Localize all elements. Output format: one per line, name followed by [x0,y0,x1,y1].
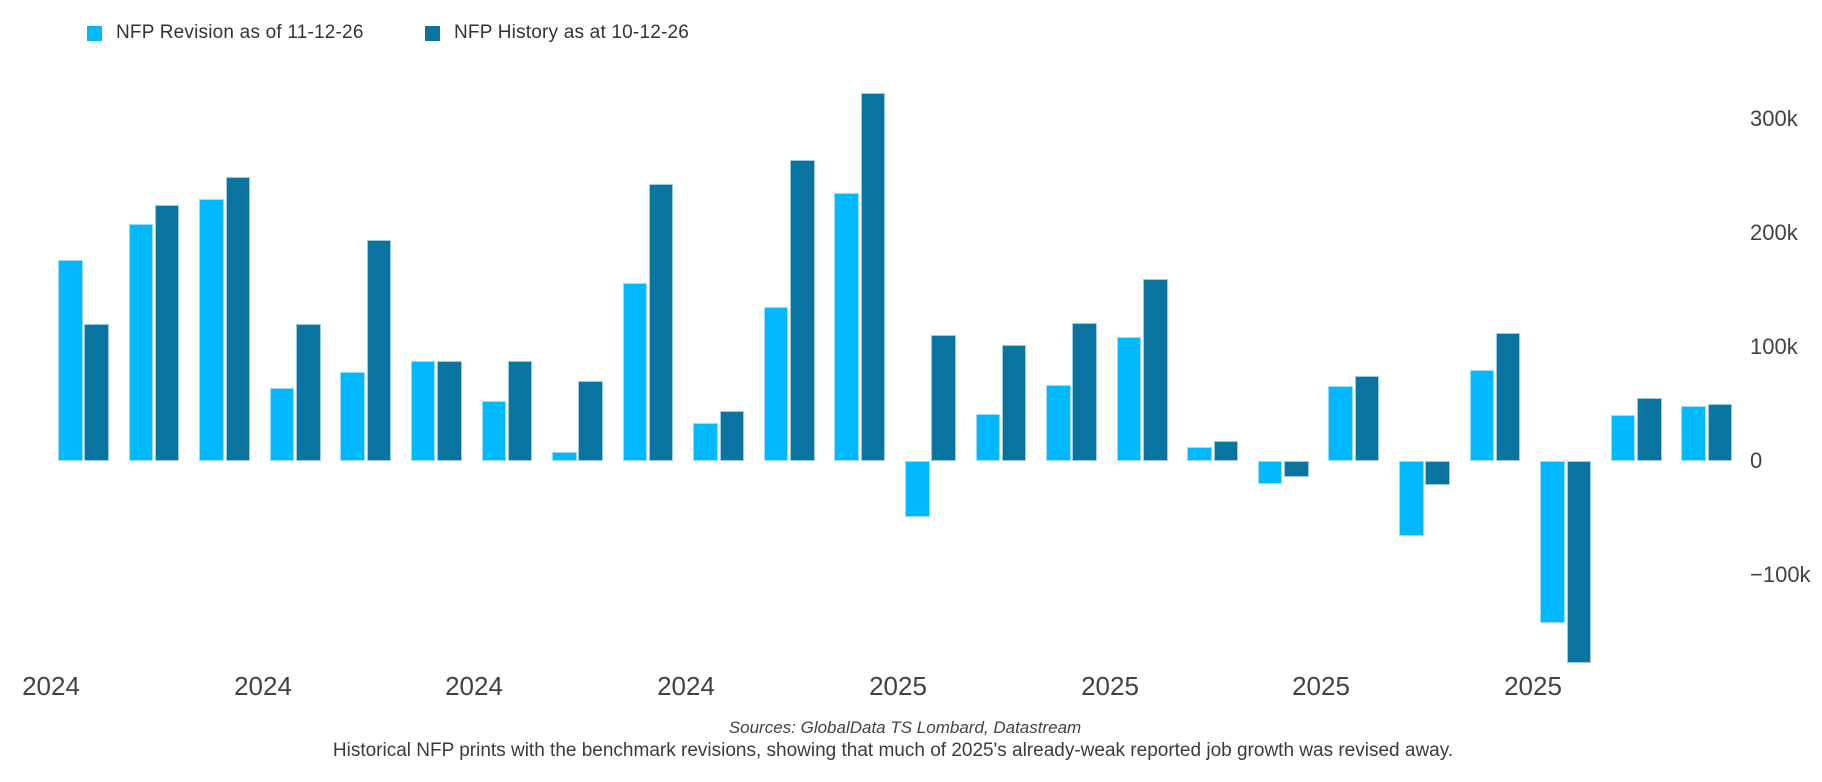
chart-caption: Historical NFP prints with the benchmark… [332,740,1454,761]
bar-revision-oct-2025[interactable] [1540,461,1565,623]
y-tick-0: 0 [1750,448,1763,473]
bar-history-apr-2025[interactable] [1143,278,1168,461]
bar-history-mar-2025[interactable] [1072,323,1097,461]
bar-history-mar-2024[interactable] [225,177,251,461]
bar-revision-feb-2024[interactable] [128,223,154,461]
bar-history-sep-2024[interactable] [648,184,674,461]
bar-history-aug-2025[interactable] [1425,461,1450,485]
legend-item-history[interactable]: NFP History as at 10-12-26 [425,22,689,44]
x-tick-7-2025: 2025 [1504,671,1562,701]
bar-revision-oct-2024[interactable] [693,423,718,461]
x-tick-3-2024: 2024 [657,671,715,701]
bar-revision-sep-2025[interactable] [1469,369,1495,461]
bar-history-jul-2025[interactable] [1354,375,1380,461]
x-tick-4-2025: 2025 [869,671,927,701]
bar-history-aug-2024[interactable] [578,381,603,461]
bar-revision-aug-2025[interactable] [1399,461,1424,537]
bar-history-oct-2024[interactable] [719,410,745,461]
bar-history-dec-2025[interactable] [1707,404,1733,461]
bar-revision-jul-2025[interactable] [1328,385,1353,461]
chart-legend: NFP Revision as of 11-12-26 NFP History … [0,0,1822,52]
x-tick-1-2024: 2024 [234,671,292,701]
bar-history-feb-2024[interactable] [154,204,180,461]
bar-history-oct-2025[interactable] [1566,461,1592,663]
y-tick-200: 200k [1750,220,1798,245]
bar-history-jun-2025[interactable] [1284,461,1309,477]
y-tick--100: −100k [1750,562,1811,587]
y-tick-100: 100k [1750,334,1798,359]
bar-revision-mar-2024[interactable] [199,198,224,461]
bar-revision-aug-2024[interactable] [552,451,577,461]
bar-revision-jun-2025[interactable] [1257,461,1283,484]
bar-revision-jul-2024[interactable] [481,400,507,461]
bar-history-jan-2025[interactable] [931,334,956,461]
bar-revision-apr-2025[interactable] [1116,336,1142,461]
x-tick-5-2025: 2025 [1081,671,1139,701]
bar-revision-may-2024[interactable] [340,372,365,461]
history-series-swatch-icon [425,25,440,41]
bar-revision-sep-2024[interactable] [622,283,648,461]
legend-label-revision: NFP Revision as of 11-12-26 [116,22,364,43]
bar-revision-jan-2025[interactable] [905,461,930,517]
bar-history-nov-2025[interactable] [1637,398,1662,461]
bar-history-may-2024[interactable] [366,239,392,461]
bar-history-dec-2024[interactable] [860,92,886,461]
legend-label-history: NFP History as at 10-12-26 [454,22,690,43]
bar-revision-dec-2024[interactable] [834,193,859,461]
bar-revision-dec-2025[interactable] [1681,406,1706,461]
x-tick-6-2025: 2025 [1292,671,1350,701]
bar-revision-feb-2025[interactable] [975,414,1001,461]
bar-revision-jan-2024[interactable] [58,260,83,461]
bar-history-jun-2024[interactable] [437,360,462,461]
x-tick-0-2024: 2024 [22,671,80,701]
revision-series-swatch-icon [87,25,102,41]
bar-history-feb-2025[interactable] [1001,344,1027,461]
y-tick-300: 300k [1750,106,1798,131]
bar-revision-apr-2024[interactable] [269,388,295,461]
bar-revision-may-2025[interactable] [1187,447,1212,461]
legend-item-revision[interactable]: NFP Revision as of 11-12-26 [87,22,364,44]
bar-revision-mar-2025[interactable] [1046,384,1071,461]
bar-history-jul-2024[interactable] [507,360,533,461]
bar-history-sep-2025[interactable] [1495,333,1521,461]
bar-history-apr-2024[interactable] [296,324,321,461]
bar-revision-nov-2024[interactable] [763,307,789,461]
bar-history-jan-2024[interactable] [84,324,109,461]
bar-history-may-2025[interactable] [1213,440,1239,461]
source-note: Sources: GlobalData TS Lombard, Datastre… [728,718,1082,737]
x-tick-2-2024: 2024 [445,671,503,701]
bar-revision-nov-2025[interactable] [1610,415,1636,461]
bar-revision-jun-2024[interactable] [410,360,436,461]
bar-history-nov-2024[interactable] [790,160,815,461]
